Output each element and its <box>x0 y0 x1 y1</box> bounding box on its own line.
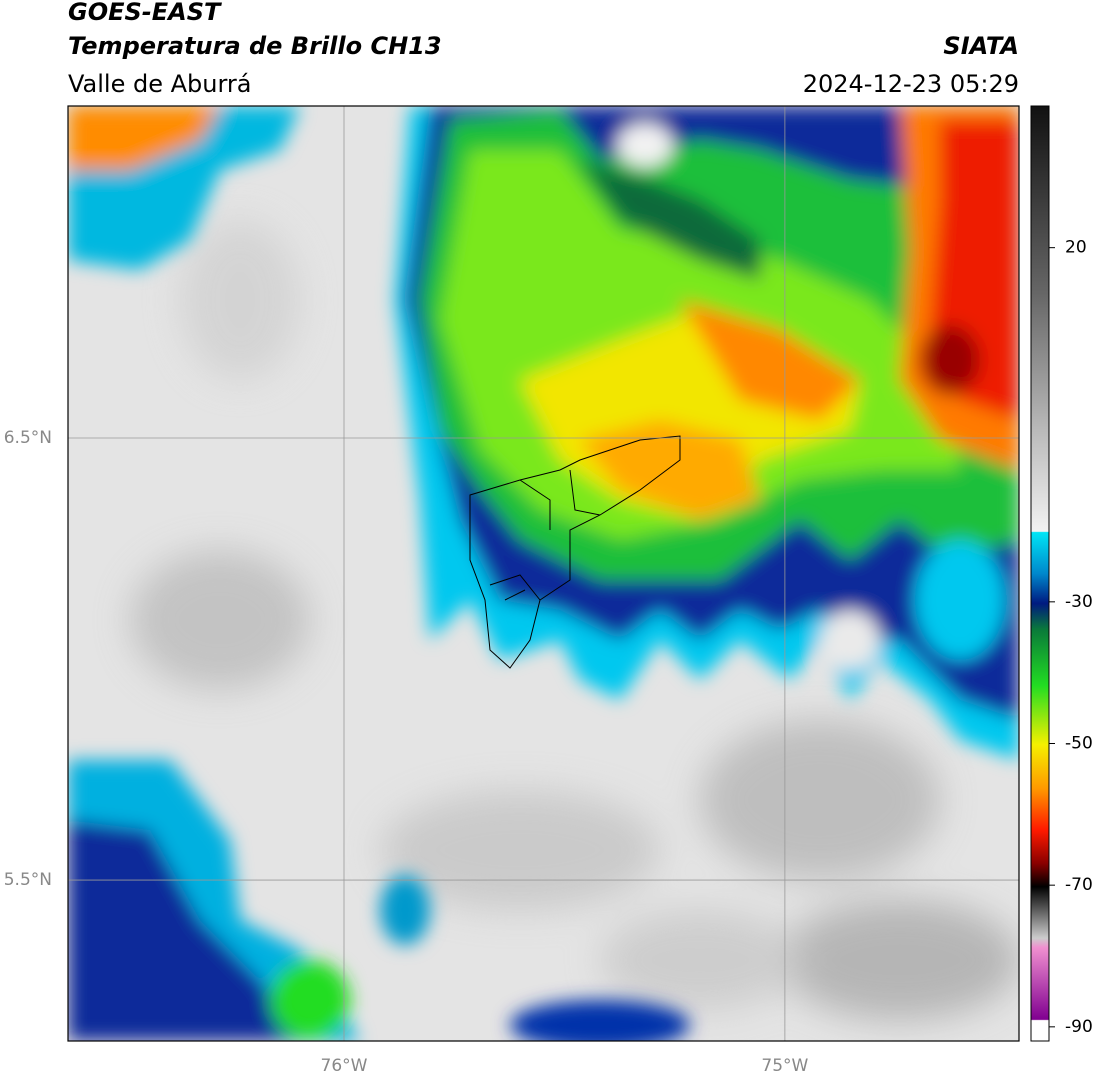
region: Valle de Aburrá <box>68 70 252 98</box>
colorbar-tick-label: -30 <box>1065 592 1093 612</box>
subtitle: Temperatura de Brillo CH13 <box>68 32 442 60</box>
map-frame <box>67 105 1020 1042</box>
colorbar-tick-label: -50 <box>1065 734 1093 754</box>
colorbar-tick-label: 20 <box>1065 238 1087 258</box>
colorbar <box>1030 105 1050 1042</box>
x-tick-label: 75°W <box>761 1056 808 1076</box>
colorbar-tick-label: -90 <box>1065 1017 1093 1037</box>
colorbar-tick-label: -70 <box>1065 875 1093 895</box>
timestamp: 2024-12-23 05:29 <box>803 70 1019 98</box>
source: SIATA <box>943 32 1019 60</box>
satellite-image <box>68 106 1019 1041</box>
y-tick-label: 5.5°N <box>4 870 52 890</box>
y-tick-label: 6.5°N <box>4 428 52 448</box>
title: GOES-EAST <box>68 0 222 26</box>
x-tick-label: 76°W <box>321 1056 368 1076</box>
